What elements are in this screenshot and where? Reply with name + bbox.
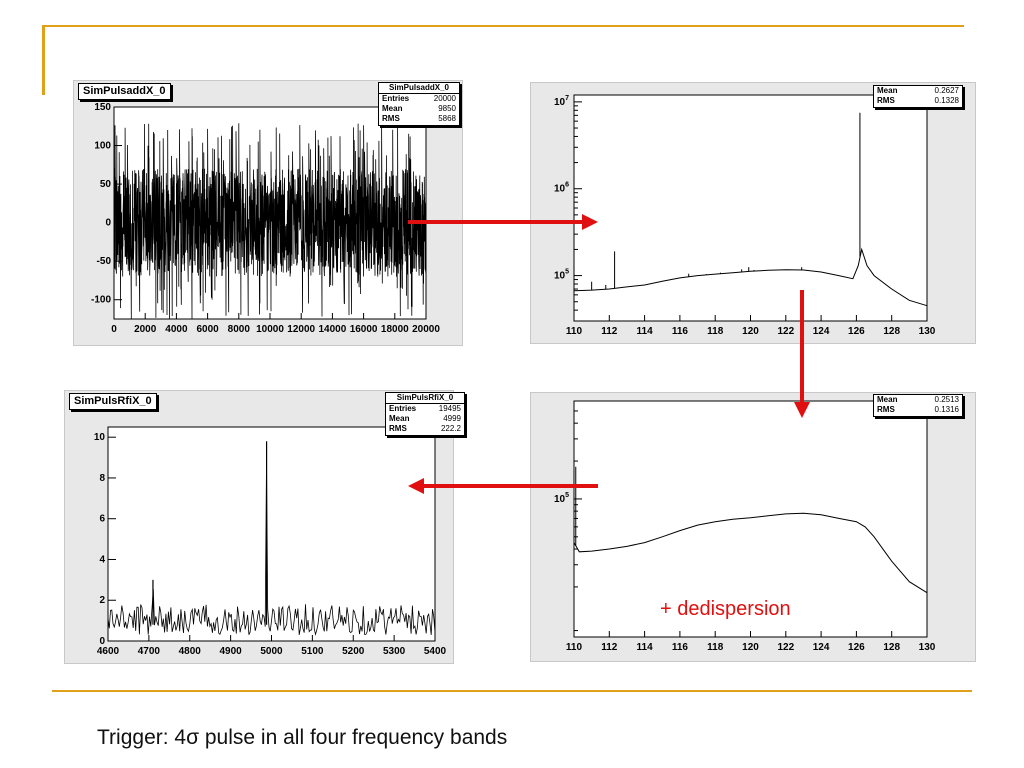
series-line — [107, 461, 436, 636]
stats-row: Entries 19495 — [389, 404, 461, 413]
chart-simpulsrfix: 4600 4700 4800 4900 5000 5100 5200 5300 5400 0 2 4 6… — [94, 426, 447, 657]
chart-simpulsaddx: 0 2000 4000 6000 8000 10000 12000 14000 16000 180… — [91, 102, 440, 335]
y-tick-label: 105 — [554, 269, 569, 282]
x-tick-label: 5000 — [260, 646, 283, 657]
x-tick-label: 20000 — [412, 324, 440, 335]
stats-row: RMS 5868 — [382, 114, 456, 123]
chart-title: SimPulsaddX_0 — [78, 83, 171, 100]
x-tick-label: 110 — [566, 326, 583, 337]
stats-row: Mean 0.2627 — [877, 86, 959, 95]
x-tick-label: 118 — [707, 326, 724, 337]
y-tick-label: 100 — [94, 141, 111, 152]
series-line — [573, 512, 928, 594]
y-tick-label: 6 — [99, 514, 105, 525]
y-tick-label: 150 — [94, 102, 111, 113]
x-tick-label: 124 — [813, 326, 830, 337]
y-tick-label: 4 — [99, 554, 105, 565]
x-tick-label: 114 — [637, 326, 654, 337]
x-tick-label: 5300 — [383, 646, 406, 657]
dedispersion-label: + dedispersion — [660, 598, 791, 620]
x-tick-label: 118 — [707, 642, 724, 653]
stats-row: Mean 4999 — [389, 414, 461, 423]
x-tick-label: 128 — [883, 326, 900, 337]
x-tick-label: 130 — [919, 642, 936, 653]
x-tick-label: 122 — [777, 326, 794, 337]
x-tick-label: 4800 — [179, 646, 202, 657]
y-tick-label: 10 — [94, 432, 106, 443]
y-tick-label: 0 — [99, 636, 105, 647]
x-tick-label: 18000 — [381, 324, 409, 335]
y-tick-label: -50 — [97, 256, 112, 267]
stats-box: Mean 0.2513 RMS 0.1316 — [873, 394, 963, 417]
stats-row: RMS 0.1328 — [877, 96, 959, 105]
y-tick-label: 50 — [100, 179, 112, 190]
x-tick-label: 16000 — [350, 324, 378, 335]
accent-top-line — [42, 25, 964, 27]
stats-row: Entries 20000 — [382, 94, 456, 103]
y-tick-label: 8 — [99, 473, 105, 484]
x-tick-label: 0 — [111, 324, 117, 335]
stats-row: Mean 9850 — [382, 104, 456, 113]
y-tick-label: -100 — [91, 295, 111, 306]
x-tick-label: 114 — [637, 642, 654, 653]
stats-name: SimPulsRfiX_0 — [386, 393, 464, 404]
accent-bottom-line — [52, 690, 972, 692]
x-tick-label: 124 — [813, 642, 830, 653]
x-tick-label: 130 — [919, 326, 936, 337]
x-tick-label: 4600 — [97, 646, 120, 657]
plot-area — [107, 426, 436, 642]
x-tick-label: 5200 — [342, 646, 365, 657]
series-line — [573, 247, 928, 307]
stats-row: RMS 0.1316 — [877, 405, 959, 414]
chart-spectrum-bottom: 110 112 114 116 118 120 122 124 126 128 130 105 — [554, 400, 936, 653]
panel-spectrum-top: 110 112 114 116 118 120 122 124 126 128 130 105 106 1… — [530, 82, 976, 344]
y-tick-label: 106 — [554, 182, 569, 195]
stats-row: RMS 222.2 — [389, 424, 461, 433]
x-tick-label: 14000 — [318, 324, 346, 335]
x-tick-label: 10000 — [256, 324, 284, 335]
series-line — [113, 123, 427, 320]
x-tick-label: 12000 — [287, 324, 315, 335]
y-tick-label: 105 — [554, 492, 569, 505]
x-tick-label: 112 — [601, 326, 618, 337]
panel-simpulsaddx: 0 2000 4000 6000 8000 10000 12000 14000 16000 180… — [73, 80, 463, 346]
panel-simpulsrfix: 4600 4700 4800 4900 5000 5100 5200 5300 5400 0 2 4 6… — [64, 390, 465, 664]
x-tick-label: 4000 — [165, 324, 188, 335]
stats-box: SimPulsRfiX_0 Entries 19495 Mean 4999 RMS 2… — [385, 392, 465, 436]
y-tick-label: 2 — [99, 595, 105, 606]
stats-box: Mean 0.2627 RMS 0.1328 — [873, 85, 963, 108]
x-tick-label: 4900 — [220, 646, 243, 657]
x-tick-label: 110 — [566, 642, 583, 653]
y-tick-label: 107 — [554, 95, 569, 108]
x-tick-label: 122 — [777, 642, 794, 653]
x-tick-label: 116 — [672, 326, 689, 337]
x-tick-label: 120 — [742, 326, 759, 337]
accent-vertical-line — [42, 25, 45, 95]
plot-area — [573, 400, 928, 638]
chart-title: SimPulsRfiX_0 — [69, 393, 157, 410]
panel-spectrum-bottom: 110 112 114 116 118 120 122 124 126 128 130 105 Mea… — [530, 392, 976, 662]
x-tick-label: 6000 — [196, 324, 219, 335]
x-tick-label: 2000 — [134, 324, 157, 335]
stats-name: SimPulsaddX_0 — [379, 83, 459, 94]
x-tick-label: 116 — [672, 642, 689, 653]
x-tick-label: 4700 — [138, 646, 161, 657]
plot-area — [573, 94, 928, 322]
x-tick-label: 126 — [848, 326, 865, 337]
x-tick-label: 126 — [848, 642, 865, 653]
stats-box: SimPulsaddX_0 Entries 20000 Mean 9850 RMS 5… — [378, 82, 460, 126]
x-tick-label: 120 — [742, 642, 759, 653]
slide-caption: Trigger: 4σ pulse in all four frequency … — [97, 726, 508, 749]
stats-row: Mean 0.2513 — [877, 395, 959, 404]
x-tick-label: 128 — [883, 642, 900, 653]
x-tick-label: 5400 — [424, 646, 447, 657]
x-tick-label: 5100 — [301, 646, 324, 657]
y-tick-label: 0 — [105, 218, 111, 229]
chart-spectrum-top: 110 112 114 116 118 120 122 124 126 128 130 105 106 1… — [554, 94, 936, 337]
x-tick-label: 8000 — [228, 324, 251, 335]
x-tick-label: 112 — [601, 642, 618, 653]
